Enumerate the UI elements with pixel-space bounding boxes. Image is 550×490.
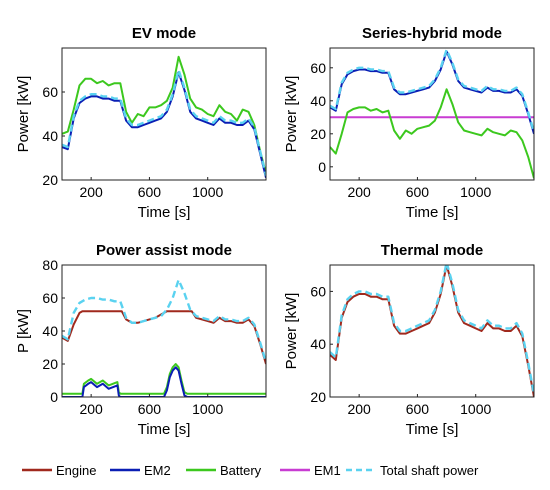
series-line-engine [330,265,534,397]
x-axis-label: Time [s] [138,204,191,221]
series-line-battery [330,88,534,179]
series-line-total-shaft-power [330,48,534,133]
chart-title: Series-hybrid mode [362,25,502,42]
series-line-total-shaft-power [330,265,534,395]
y-axis-label: Power [kW] [15,76,32,153]
legend-label-em2: EM2 [144,463,171,478]
x-tick-label: 1000 [460,401,491,417]
legend-label-engine: Engine [56,463,96,478]
series-line-battery [62,55,266,174]
y-tick-label: 40 [310,93,326,109]
y-axis-label: Power [kW] [283,293,300,370]
y-tick-label: 60 [310,60,326,76]
legend-label-battery: Battery [220,463,262,478]
chart-panel-2: Series-hybrid mode 200 600 1000 0 20 40 60 Time … [283,25,535,221]
plot-area-frame [329,264,535,398]
legend-entry-engine: Engine [22,463,96,478]
series-line-em2 [330,50,534,135]
x-tick-label: 1000 [460,184,491,200]
legend-entry-battery: Battery [186,463,262,478]
y-tick-label: 0 [50,389,58,405]
chart-title: Power assist mode [96,242,232,259]
x-tick-label: 200 [79,401,103,417]
y-tick-label: 20 [42,356,58,372]
x-tick-label: 600 [406,401,430,417]
series-line-total-shaft-power [62,278,266,363]
x-axis-label: Time [s] [138,421,191,438]
series-line-battery [62,363,266,395]
y-tick-label: 20 [42,172,58,188]
x-tick-label: 1000 [192,184,223,200]
x-tick-label: 200 [79,184,103,200]
plot-area-frame [61,47,267,181]
y-tick-label: 0 [318,159,326,175]
chart-title: Thermal mode [381,242,484,259]
plot-area-frame [61,264,267,398]
legend-label-em1: EM1 [314,463,341,478]
y-axis-label: Power [kW] [283,76,300,153]
x-tick-label: 200 [347,184,371,200]
y-tick-label: 80 [42,257,58,273]
legend-entry-total-shaft-power: Total shaft power [346,463,479,478]
y-axis-label: P [kW] [15,309,32,353]
y-tick-label: 20 [310,126,326,142]
x-tick-label: 600 [138,401,162,417]
y-tick-label: 60 [42,290,58,306]
chart-panel-3: Power assist mode 200 600 1000 0 20 40 60 80 Time… [15,242,267,438]
legend-entry-em2: EM2 [110,463,171,478]
x-axis-label: Time [s] [406,204,459,221]
y-tick-label: 40 [310,336,326,352]
y-tick-label: 60 [42,84,58,100]
x-tick-label: 1000 [192,401,223,417]
y-tick-label: 40 [42,128,58,144]
legend: Engine EM2 Battery EM1 Total shaft power [22,463,479,478]
x-axis-label: Time [s] [406,421,459,438]
series-line-engine [62,310,266,365]
x-tick-label: 600 [138,184,162,200]
series-line-total-shaft-power [62,68,266,176]
series-line-em2 [62,366,266,397]
chart-panel-4: Thermal mode 200 600 1000 20 40 60 Time [s] Powe… [283,242,535,438]
x-tick-label: 600 [406,184,430,200]
legend-entry-em1: EM1 [280,463,341,478]
chart-panel-1: EV mode 200 600 1000 20 40 60 Time [s] Power [kW… [15,25,267,221]
y-tick-label: 40 [42,323,58,339]
x-tick-label: 200 [347,401,371,417]
plot-area-frame [329,47,535,181]
series-line-em2 [62,71,266,179]
legend-label-total-shaft-power: Total shaft power [380,463,479,478]
y-tick-label: 60 [310,283,326,299]
chart-title: EV mode [132,25,196,42]
y-tick-label: 20 [310,389,326,405]
